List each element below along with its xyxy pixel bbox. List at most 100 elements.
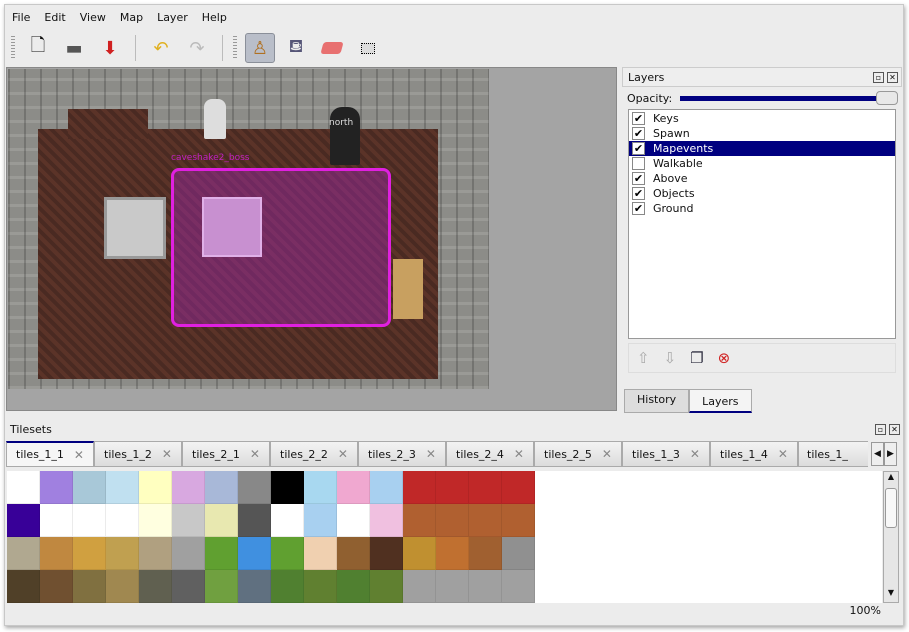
tab-scroll-right-icon[interactable]: ▶	[884, 442, 897, 466]
tileset-tab[interactable]: tiles_1_4 ✕	[710, 441, 798, 467]
tile[interactable]	[271, 570, 304, 603]
tile[interactable]	[40, 537, 73, 570]
close-tab-icon[interactable]: ✕	[337, 447, 348, 461]
visibility-checkbox[interactable]: ✔	[632, 142, 645, 155]
tile[interactable]	[172, 504, 205, 537]
tab-scroll-left-icon[interactable]: ◀	[871, 442, 884, 466]
tile[interactable]	[106, 570, 139, 603]
tile[interactable]	[502, 570, 535, 603]
tile-scrollbar[interactable]: ▲ ▼	[883, 471, 899, 603]
slider-handle[interactable]	[876, 90, 898, 105]
tile[interactable]	[7, 471, 40, 504]
eraser-icon[interactable]	[317, 33, 347, 63]
layer-item[interactable]: Walkable	[629, 156, 895, 171]
tile[interactable]	[40, 570, 73, 603]
tile[interactable]	[271, 504, 304, 537]
tile[interactable]	[40, 471, 73, 504]
tile[interactable]	[403, 504, 436, 537]
tileset-tab[interactable]: tiles_2_3 ✕	[358, 441, 446, 467]
menu-help[interactable]: Help	[201, 11, 227, 24]
raise-layer-icon[interactable]: ⇧	[637, 349, 650, 367]
bucket-fill-icon[interactable]: ⛾	[288, 36, 304, 57]
tile[interactable]	[238, 504, 271, 537]
close-icon[interactable]: ✕	[887, 71, 898, 83]
tile[interactable]	[7, 570, 40, 603]
scroll-down-icon[interactable]: ▼	[887, 588, 895, 597]
scroll-thumb[interactable]	[885, 488, 897, 528]
menu-file[interactable]: File	[12, 11, 31, 24]
stamp-brush-icon[interactable]: ♙	[245, 33, 275, 63]
tile[interactable]	[7, 537, 40, 570]
menu-view[interactable]: View	[79, 11, 106, 24]
tileset-tab[interactable]: tiles_1_2 ✕	[94, 441, 182, 467]
toolbar-grip[interactable]	[11, 36, 15, 60]
menu-map[interactable]: Map	[119, 11, 144, 24]
tile[interactable]	[205, 570, 238, 603]
tile[interactable]	[73, 471, 106, 504]
layer-item[interactable]: ✔ Spawn	[629, 126, 895, 141]
delete-layer-icon[interactable]: ⊗	[717, 349, 731, 367]
tile[interactable]	[469, 471, 502, 504]
close-icon[interactable]: ✕	[889, 423, 900, 435]
map-event-region[interactable]	[171, 168, 391, 327]
tile[interactable]	[337, 471, 370, 504]
menu-edit[interactable]: Edit	[44, 11, 66, 24]
tileset-tab[interactable]: tiles_1_1 ✕	[6, 441, 94, 467]
tile[interactable]	[73, 504, 106, 537]
visibility-checkbox[interactable]	[632, 157, 645, 170]
tile-palette[interactable]	[7, 471, 882, 603]
toolbar-grip[interactable]	[233, 36, 237, 60]
close-tab-icon[interactable]: ✕	[689, 447, 700, 461]
tileset-tab[interactable]: tiles_2_4 ✕	[446, 441, 534, 467]
tile[interactable]	[370, 504, 403, 537]
tile[interactable]	[238, 471, 271, 504]
tile[interactable]	[304, 504, 337, 537]
tile[interactable]	[106, 504, 139, 537]
layer-item[interactable]: ✔ Objects	[629, 186, 895, 201]
opacity-slider[interactable]	[680, 90, 898, 105]
tile[interactable]	[304, 570, 337, 603]
tile[interactable]	[436, 537, 469, 570]
tile[interactable]	[139, 570, 172, 603]
tab-layers[interactable]: Layers	[689, 389, 752, 413]
tile[interactable]	[469, 570, 502, 603]
tile[interactable]	[403, 537, 436, 570]
tile[interactable]	[436, 504, 469, 537]
rect-select-icon[interactable]	[353, 33, 383, 63]
visibility-checkbox[interactable]: ✔	[632, 172, 645, 185]
close-tab-icon[interactable]: ✕	[161, 447, 172, 461]
tileset-tab[interactable]: tiles_2_1 ✕	[182, 441, 270, 467]
tile[interactable]	[436, 570, 469, 603]
tile[interactable]	[370, 570, 403, 603]
close-tab-icon[interactable]: ✕	[601, 447, 612, 461]
map-view[interactable]: north caveshake2_boss	[6, 67, 617, 411]
tile[interactable]	[271, 471, 304, 504]
visibility-checkbox[interactable]: ✔	[632, 127, 645, 140]
visibility-checkbox[interactable]: ✔	[632, 112, 645, 125]
tile[interactable]	[205, 471, 238, 504]
tile[interactable]	[238, 570, 271, 603]
tile[interactable]	[370, 471, 403, 504]
close-tab-icon[interactable]: ✕	[73, 447, 84, 462]
visibility-checkbox[interactable]: ✔	[632, 187, 645, 200]
tile[interactable]	[370, 537, 403, 570]
layer-item[interactable]: ✔ Mapevents	[629, 141, 895, 156]
tile[interactable]	[469, 504, 502, 537]
tile[interactable]	[304, 537, 337, 570]
close-tab-icon[interactable]: ✕	[425, 447, 436, 461]
tile[interactable]	[172, 570, 205, 603]
redo-icon[interactable]: ↷	[189, 37, 205, 59]
tileset-tab[interactable]: tiles_2_2 ✕	[270, 441, 358, 467]
tile[interactable]	[337, 504, 370, 537]
tile[interactable]	[238, 537, 271, 570]
tile[interactable]	[271, 537, 304, 570]
tile[interactable]	[403, 570, 436, 603]
undo-icon[interactable]: ↶	[153, 37, 169, 59]
menu-layer[interactable]: Layer	[157, 11, 188, 24]
tile[interactable]	[403, 471, 436, 504]
tile[interactable]	[172, 471, 205, 504]
tile[interactable]	[172, 537, 205, 570]
close-tab-icon[interactable]: ✕	[513, 447, 524, 461]
tileset-tab[interactable]: tiles_2_5 ✕	[534, 441, 622, 467]
close-tab-icon[interactable]: ✕	[249, 447, 260, 461]
